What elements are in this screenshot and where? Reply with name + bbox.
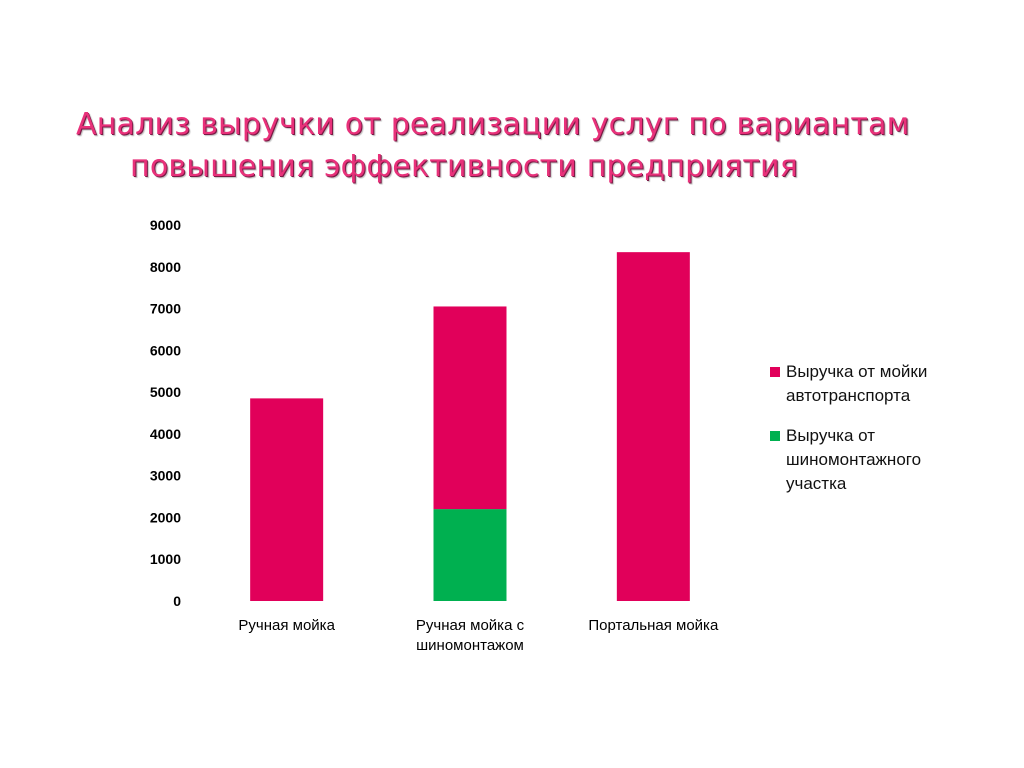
y-tick-label: 2000 (150, 509, 181, 525)
legend-swatch-car-wash (770, 367, 780, 377)
y-tick-label: 6000 (150, 342, 181, 358)
x-category-label: Ручная мойка с (416, 617, 525, 634)
y-tick-label: 1000 (150, 551, 181, 567)
y-tick-label: 7000 (150, 301, 181, 317)
x-category-label: шиномонтажом (416, 637, 524, 654)
title-line-2: повышения эффективности предприятия (130, 149, 798, 184)
page-title: Анализ выручки от реализации услуг по ва… (60, 104, 1000, 188)
y-tick-label: 3000 (150, 468, 181, 484)
y-tick-label: 9000 (150, 217, 181, 233)
bar-segment-car-wash (250, 398, 324, 601)
chart-legend: Выручка от мойки автотранспорта Выручка … (770, 360, 1000, 512)
y-tick-label: 5000 (150, 384, 181, 400)
bar-segment-tire-service (433, 509, 507, 601)
legend-label-line: шиномонтажного (786, 450, 922, 469)
legend-item-car-wash: Выручка от мойки автотранспорта (770, 360, 1000, 408)
x-category-label: Ручная мойка (238, 617, 335, 634)
legend-label-line: автотранспорта (786, 386, 911, 405)
legend-label-line: Выручка от (786, 426, 876, 445)
legend-item-tire-service: Выручка от шиномонтажного участка (770, 424, 1000, 496)
x-category-label: Портальная мойка (588, 617, 719, 634)
legend-label-line: Выручка от мойки (786, 362, 928, 381)
bar-segment-car-wash (433, 306, 507, 510)
y-tick-label: 4000 (150, 426, 181, 442)
title-line-1: Анализ выручки от реализации услуг по ва… (76, 107, 910, 142)
bar-segment-car-wash (616, 252, 690, 601)
legend-swatch-tire-service (770, 431, 780, 441)
y-tick-label: 0 (173, 593, 181, 609)
y-tick-label: 8000 (150, 259, 181, 275)
legend-label-line: участка (786, 474, 847, 493)
